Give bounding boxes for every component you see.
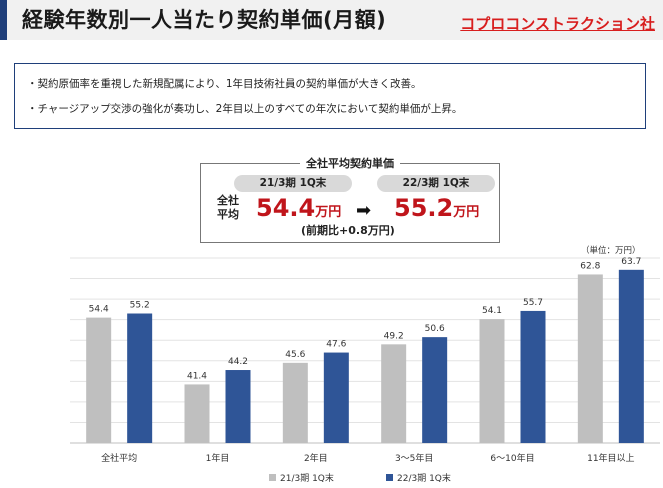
bar xyxy=(127,313,153,443)
bullet-2: ・チャージアップ交渉の強化が奏功し、2年目以上のすべての年次において契約単価が上… xyxy=(27,103,463,115)
period-prev-pill: 21/3期 1Q末 xyxy=(234,175,352,192)
value-curr-unit: 万円 xyxy=(453,205,480,220)
bullet-box: ・契約原価率を重視した新規配属により、1年目技術社員の契約単価が大きく改善。 ・… xyxy=(14,63,646,129)
data-label: 45.6 xyxy=(285,350,305,360)
legend-label: 22/3期 1Q末 xyxy=(397,472,451,484)
company-name: コプロコンストラクション社 xyxy=(460,15,655,33)
legend-label: 21/3期 1Q末 xyxy=(280,472,334,484)
value-prev-number: 54.4 xyxy=(256,194,316,222)
legend-swatch xyxy=(269,474,276,481)
data-label: 62.8 xyxy=(580,261,600,271)
data-label: 63.7 xyxy=(621,257,641,267)
value-prev-unit: 万円 xyxy=(315,205,342,220)
data-label: 55.2 xyxy=(130,301,150,311)
summary-diff: (前期比+0.8万円) xyxy=(301,224,395,237)
bar xyxy=(282,362,308,443)
data-label: 49.2 xyxy=(384,331,404,341)
data-label: 47.6 xyxy=(326,340,346,350)
value-curr-number: 55.2 xyxy=(394,194,454,222)
period-curr-pill: 22/3期 1Q末 xyxy=(377,175,495,192)
x-tick-label: 全社平均 xyxy=(101,452,137,464)
bar xyxy=(323,352,349,443)
header-accent xyxy=(0,0,7,40)
bar xyxy=(225,370,251,443)
page-title: 経験年数別一人当たり契約単価(月額) xyxy=(22,8,387,32)
legend-swatch xyxy=(386,474,393,481)
bar xyxy=(381,344,407,443)
data-label: 44.2 xyxy=(228,357,248,367)
data-label: 55.7 xyxy=(523,298,543,308)
bar xyxy=(520,310,546,443)
bar xyxy=(479,319,505,443)
value-prev: 54.4万円 xyxy=(256,194,341,222)
x-tick-label: 1年目 xyxy=(206,452,230,464)
arrow-right-icon: ➡ xyxy=(356,200,372,221)
bar xyxy=(86,317,112,443)
bar xyxy=(184,384,210,443)
bullet-1: ・契約原価率を重視した新規配属により、1年目技術社員の契約単価が大きく改善。 xyxy=(27,78,422,90)
bar xyxy=(618,269,644,443)
data-label: 54.4 xyxy=(89,305,109,315)
x-tick-label: 2年目 xyxy=(304,452,328,464)
summary-box: 全社平均契約単価 21/3期 1Q末 22/3期 1Q末 全社 平均 54.4万… xyxy=(200,155,500,243)
data-label: 54.1 xyxy=(482,306,502,316)
value-curr: 55.2万円 xyxy=(394,194,479,222)
bar xyxy=(577,274,603,443)
data-label: 50.6 xyxy=(425,324,445,334)
summary-title: 全社平均契約単価 xyxy=(300,155,400,171)
unit-label: （単位：万円） xyxy=(581,246,641,256)
summary-side-label: 全社 平均 xyxy=(217,194,239,222)
side-label-line2: 平均 xyxy=(217,208,239,221)
data-label: 41.4 xyxy=(187,371,207,381)
header-bar: 経験年数別一人当たり契約単価(月額) コプロコンストラクション社 xyxy=(0,0,663,40)
side-label-line1: 全社 xyxy=(217,194,239,207)
bar xyxy=(422,337,448,443)
x-tick-label: 11年目以上 xyxy=(587,452,634,464)
x-tick-label: 6～10年目 xyxy=(490,452,534,464)
x-tick-label: 3～5年目 xyxy=(395,452,433,464)
